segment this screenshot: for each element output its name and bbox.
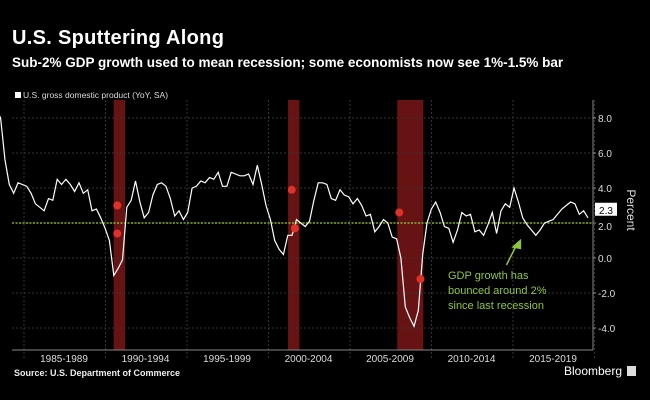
chart-title: U.S. Sputtering Along [12,27,225,49]
recession-marker-icon [395,208,404,217]
x-tick-label: 2015-2019 [529,354,577,365]
y-tick-label: 8.0 [598,114,612,125]
x-tick-label: 1990-1994 [122,354,170,365]
recession-marker-icon [113,201,122,210]
x-tick-label: 1985-1989 [40,354,88,365]
annotation-arrowhead-icon [511,238,522,250]
x-tick-label: 2005-2009 [366,354,414,365]
y-tick-label: 6.0 [598,149,612,160]
bloomberg-icon [627,366,636,376]
y-axis-title: Percent [624,189,638,231]
x-tick-label: 2000-2004 [285,354,333,365]
chart-subtitle: Sub-2% GDP growth used to mean recession… [12,55,564,70]
legend: U.S. gross domestic product (YoY, SA) [15,90,168,100]
y-tick-label: 2.0 [598,222,612,233]
gdp-series-line [0,115,589,328]
last-value-box [595,202,617,216]
y-tick-label: -2.0 [598,289,616,300]
y-tick-label: 4.0 [598,184,612,195]
source-note: Source: U.S. Department of Commerce [14,368,181,378]
annotation-text: since last recession [448,300,544,312]
recession-marker-icon [290,224,299,233]
recession-marker-icon [113,229,122,238]
y-tick-label: 0.0 [598,254,612,265]
annotation-text: bounced around 2% [448,285,547,297]
bloomberg-logo: Bloomberg [563,364,622,378]
recession-marker-icon [416,275,425,283]
x-tick-label: 1995-1999 [203,354,251,365]
annotation-text: GDP growth has [448,270,529,282]
recession-band [397,100,424,350]
recession-band [113,100,126,350]
last-value-label: 2.3 [599,206,613,217]
recession-marker-icon [287,185,296,194]
legend-label: U.S. gross domestic product (YoY, SA) [23,90,169,100]
legend-swatch [15,92,21,98]
x-tick-label: 2010-2014 [448,354,496,365]
y-tick-label: -4.0 [598,324,616,335]
